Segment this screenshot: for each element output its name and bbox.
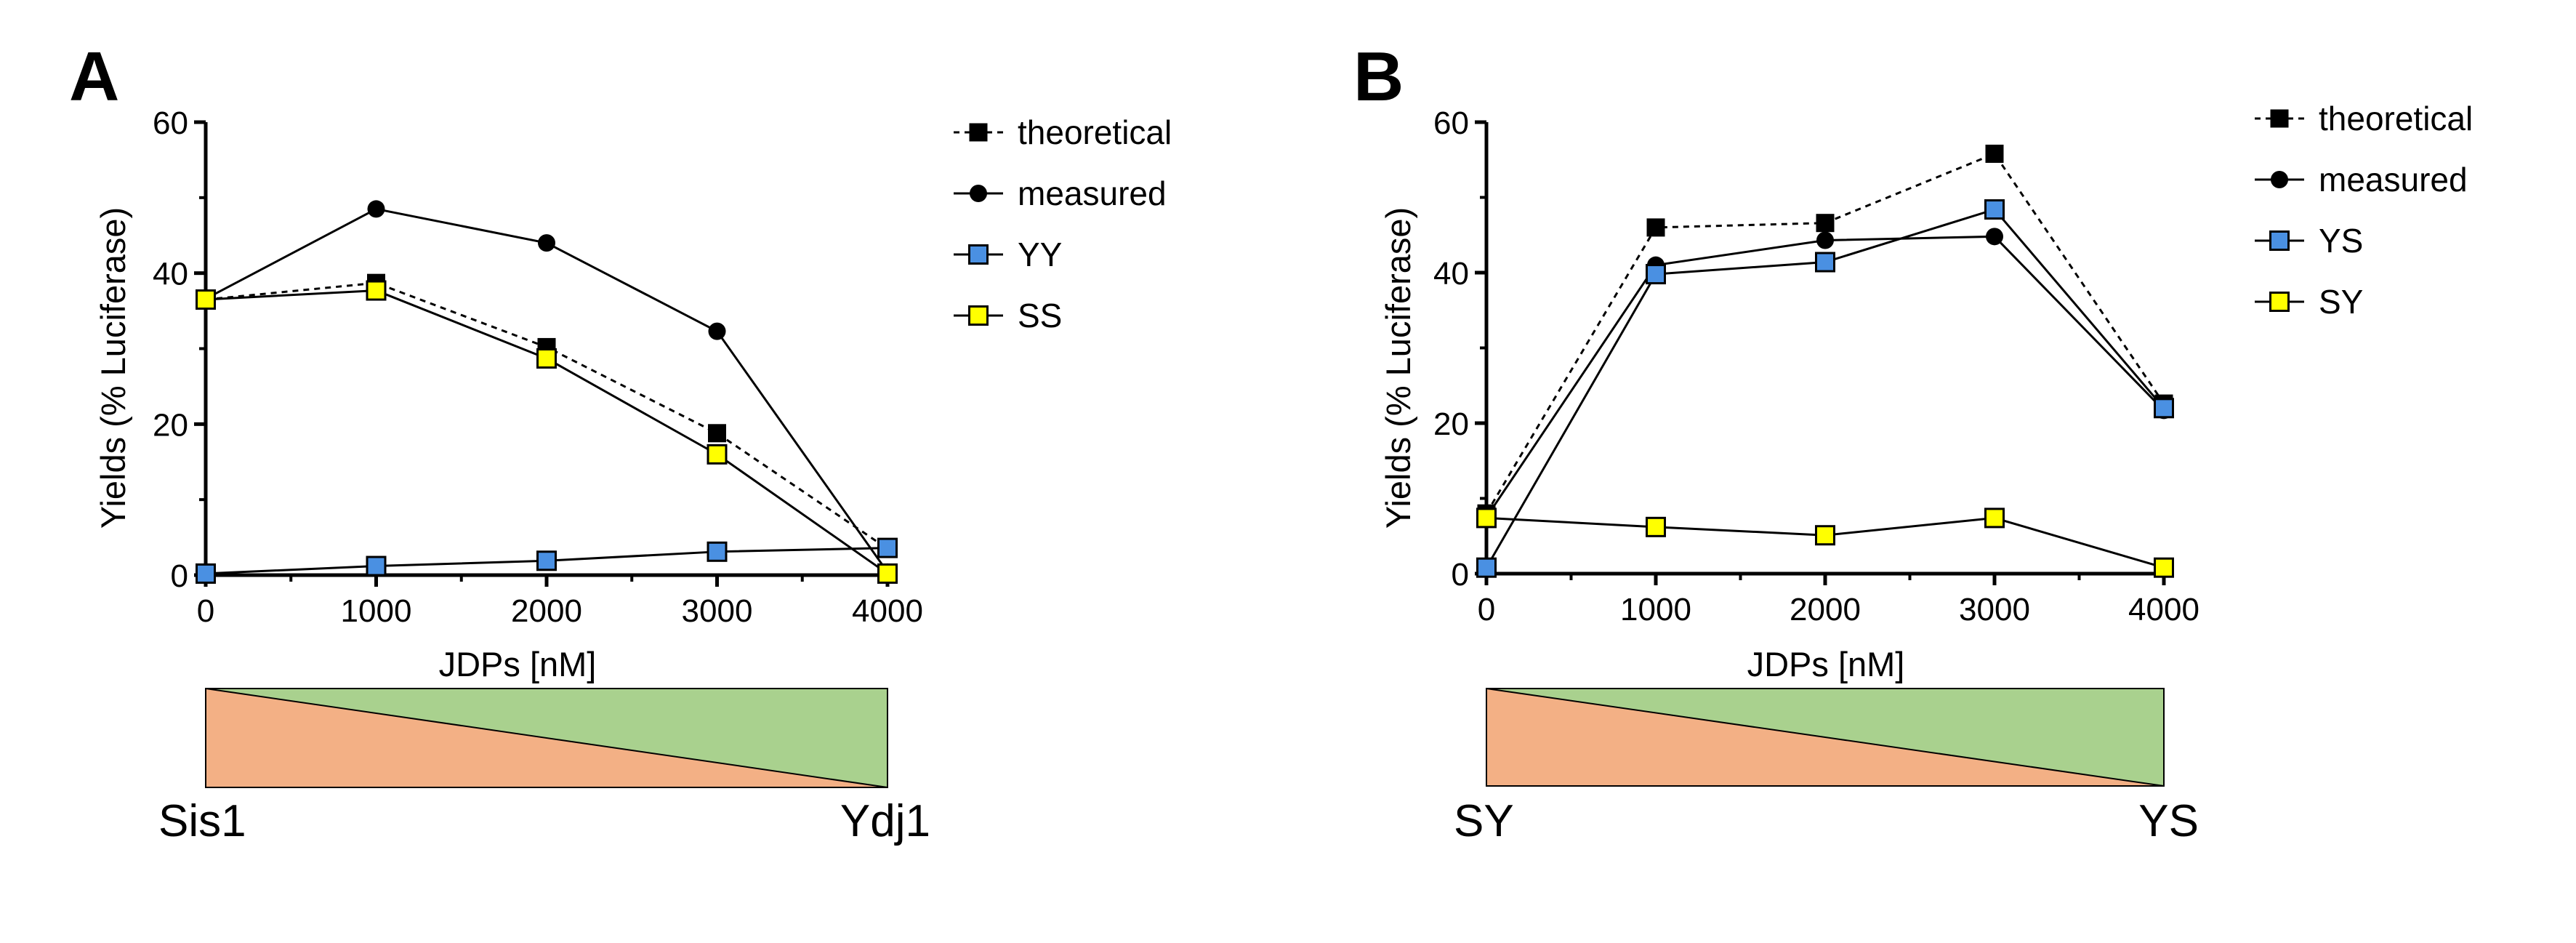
- panel-b-x-tick-label: 4000: [2128, 592, 2199, 627]
- panel-b-series-line-theoretical: [1485, 152, 2165, 514]
- panel-a-point-ss: [536, 348, 557, 369]
- panel-b-point-sy: [1476, 507, 1497, 529]
- panel-a-y-axis-label: Yields (% Luciferase): [94, 207, 132, 529]
- panel-b-legend-label-sy: SY: [2319, 283, 2363, 321]
- panel-b-y-tick-label: 0: [1452, 557, 1469, 593]
- panel-b-point-theoretical: [1816, 214, 1835, 233]
- panel-a-legend-marker-yy: [968, 244, 989, 265]
- panel-b-legend-label-theoretical: theoretical: [2319, 100, 2473, 137]
- panel-b-y-tick-label: 40: [1433, 256, 1469, 292]
- panel-a-point-ss: [196, 289, 216, 310]
- panel-b-y-axis-label: Yields (% Luciferase): [1379, 207, 1417, 529]
- panel-a-legend-marker-theoretical: [969, 123, 988, 142]
- panel-a-point-measured: [708, 322, 726, 340]
- panel-a-point-yy: [536, 550, 557, 571]
- panel-label-b: B: [1353, 38, 1404, 116]
- panel-a-x-tick-label: 0: [197, 593, 214, 629]
- panel-a-point-theoretical: [708, 424, 726, 443]
- panel-b-x-tick-label: 1000: [1620, 592, 1691, 627]
- panel-b-series-line-measured: [1485, 235, 2165, 518]
- panel-b-y-tick-label: 60: [1433, 105, 1469, 141]
- panel-b-point-theoretical: [1985, 144, 2004, 163]
- panel-a-point-ss: [877, 563, 898, 584]
- panel-b-point-measured: [1986, 228, 2003, 246]
- panel-b-legend-marker-sy: [2269, 292, 2290, 312]
- panel-b-point-sy: [1646, 516, 1666, 537]
- panel-a-series-line-theoretical: [205, 281, 888, 550]
- panel-a: A 0 20 40 60 0 1000 2000 3000 4000 Yields (% Luc…: [69, 38, 1172, 846]
- panel-a-legend-marker-measured: [970, 185, 987, 202]
- panel-a-y-tick-label: 40: [153, 257, 188, 292]
- panel-a-x-tick-label: 1000: [341, 593, 412, 629]
- panel-b-point-theoretical: [1646, 218, 1665, 237]
- panel-a-y-tick-label: 60: [153, 105, 188, 141]
- panel-a-point-yy: [877, 537, 898, 558]
- panel-b-point-ys: [2154, 398, 2174, 419]
- panel-label-a: A: [69, 38, 119, 116]
- panel-a-point-measured: [367, 200, 385, 218]
- panel-a-series-line-measured: [205, 207, 889, 573]
- panel-a-y-tick-label: 0: [171, 558, 188, 594]
- panel-a-legend-label-theoretical: theoretical: [1018, 113, 1172, 151]
- panel-b-legend: theoretical measured YS SY: [2255, 100, 2473, 321]
- panel-a-legend-marker-ss: [968, 305, 989, 326]
- panel-b-x-tick-label: 2000: [1790, 592, 1861, 627]
- panel-b-point-measured: [1816, 231, 1834, 249]
- panel-b-point-ys: [1984, 199, 2005, 220]
- panel-a-x-axis-label: JDPs [nM]: [439, 645, 597, 683]
- panel-b-y-tick-label: 20: [1433, 406, 1469, 442]
- panel-b-gradient-left-label: SY: [1454, 796, 1514, 846]
- panel-a-axes: 0 20 40 60 0 1000 2000 3000 4000: [153, 105, 923, 629]
- panel-a-point-yy: [366, 555, 387, 577]
- panel-a-legend-label-measured: measured: [1018, 174, 1167, 212]
- panel-b-point-sy: [1815, 525, 1835, 546]
- panel-a-legend: theoretical measured YY SS: [954, 113, 1172, 334]
- panel-a-legend-label-yy: YY: [1018, 236, 1062, 273]
- panel-a-point-yy: [196, 563, 216, 584]
- panel-a-series-line-ss: [205, 289, 888, 575]
- panel-b-legend-label-ys: YS: [2319, 222, 2363, 260]
- panel-b-legend-marker-theoretical: [2270, 109, 2289, 128]
- panel-b-gradient-right-label: YS: [2138, 796, 2199, 846]
- panel-b-x-tick-label: 0: [1478, 592, 1495, 627]
- panel-b-point-sy: [1984, 507, 2005, 529]
- panel-a-gradient-right-label: Ydj1: [840, 796, 930, 846]
- panel-a-point-measured: [538, 234, 555, 252]
- panel-b-legend-marker-ys: [2269, 230, 2290, 251]
- panel-b-point-ys: [1646, 264, 1666, 285]
- panel-b-x-axis-label: JDPs [nM]: [1747, 645, 1905, 683]
- panel-a-x-tick-label: 3000: [682, 593, 753, 629]
- panel-a-series: [196, 200, 898, 584]
- panel-b-gradient-bar: [1486, 688, 2165, 787]
- panel-a-point-ss: [707, 444, 728, 465]
- panel-b-axes: 0 20 40 60 0 1000 2000 3000 4000: [1433, 105, 2199, 627]
- panel-b-series: [1476, 144, 2174, 578]
- panel-a-point-ss: [366, 280, 387, 301]
- panel-b-x-tick-label: 3000: [1959, 592, 2030, 627]
- panel-a-x-tick-label: 4000: [852, 593, 923, 629]
- panel-b-legend-marker-measured: [2271, 171, 2288, 188]
- panel-a-gradient-left-label: Sis1: [158, 796, 246, 846]
- panel-b-point-ys: [1476, 557, 1497, 578]
- panel-a-gradient-bar: [205, 688, 888, 788]
- panel-a-legend-label-ss: SS: [1018, 297, 1062, 334]
- panel-b-point-ys: [1815, 252, 1835, 273]
- panel-a-x-tick-label: 2000: [511, 593, 582, 629]
- panel-a-y-tick-label: 20: [153, 407, 188, 443]
- panel-a-point-yy: [707, 541, 728, 562]
- panel-b: B 0 20 40 60 0 1000 2000 3000 4000 Yields (% Luc…: [1353, 38, 2473, 846]
- panel-b-point-sy: [2154, 557, 2174, 578]
- panel-b-legend-label-measured: measured: [2319, 161, 2468, 198]
